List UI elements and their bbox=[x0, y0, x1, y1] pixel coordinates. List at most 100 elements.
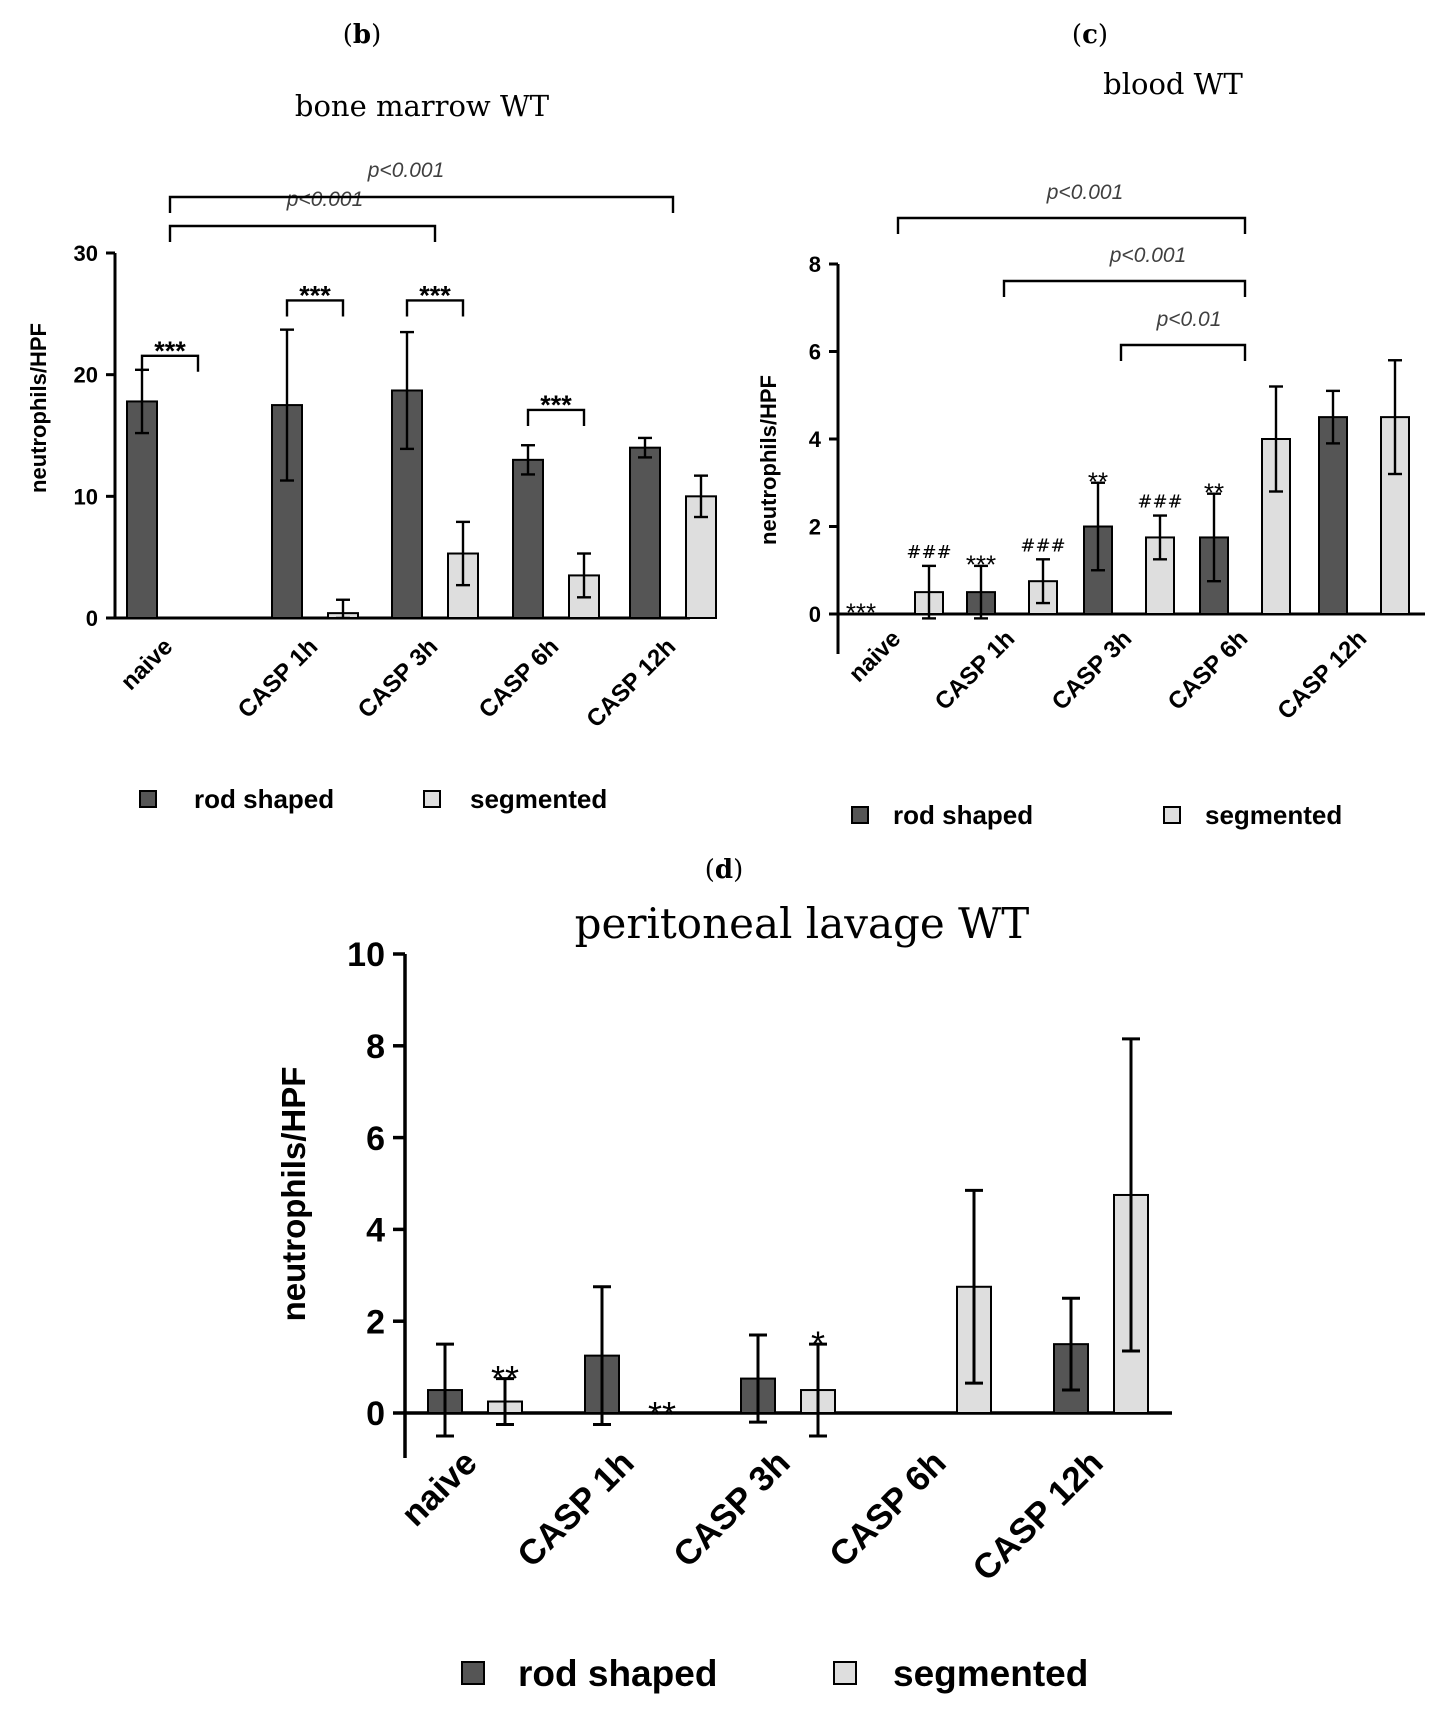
x-tick-label: CASP 1h bbox=[510, 1443, 642, 1575]
bars: *** ### *** ### ** ### ** bbox=[846, 359, 1410, 628]
chart-title: peritoneal lavage WT bbox=[575, 899, 1030, 948]
comparison-bracket bbox=[168, 195, 675, 213]
p-value-label: p<0.001 bbox=[286, 188, 364, 211]
y-axis: 0 10 20 30 bbox=[74, 241, 690, 631]
legend-swatch-rod-shaped bbox=[851, 806, 869, 824]
bar-rod-shaped bbox=[512, 458, 544, 620]
bars: ***** bbox=[427, 1037, 1149, 1438]
x-tick-label: naive bbox=[394, 1443, 485, 1534]
y-tick-label: 30 bbox=[74, 241, 98, 266]
y-axis-label: neutrophils/HPF bbox=[275, 1067, 312, 1322]
y-tick-label: 4 bbox=[809, 427, 822, 452]
y-tick-label: 2 bbox=[366, 1303, 385, 1341]
legend-label-segmented: segmented bbox=[1205, 800, 1342, 830]
x-tick-label: CASP 1h bbox=[233, 633, 323, 723]
star-mark: *** bbox=[419, 280, 451, 310]
hash-mark: ### bbox=[1137, 492, 1182, 513]
legend-label-segmented: segmented bbox=[893, 1653, 1088, 1694]
y-tick-label: 0 bbox=[86, 606, 98, 631]
legend-swatch-rod-shaped bbox=[461, 1661, 485, 1685]
legend: rod shaped segmented bbox=[851, 800, 1342, 830]
star-mark: *** bbox=[299, 280, 331, 310]
comparison-bracket bbox=[896, 216, 1247, 234]
bar-segmented bbox=[1145, 536, 1175, 615]
chart-title: blood WT bbox=[1103, 67, 1243, 101]
star-mark: ** bbox=[648, 1394, 676, 1435]
p-value-label: p<0.001 bbox=[367, 159, 445, 182]
legend-swatch-segmented bbox=[423, 790, 441, 808]
x-tick-labels: naive CASP 1h CASP 3h CASP 6h CASP 12h bbox=[116, 633, 681, 733]
panel-letter: (d) bbox=[705, 855, 744, 885]
x-tick-label: CASP 3h bbox=[666, 1443, 798, 1575]
legend-label-rod-shaped: rod shaped bbox=[518, 1653, 717, 1694]
x-tick-label: CASP 6h bbox=[822, 1443, 954, 1575]
x-tick-label: CASP 1h bbox=[930, 625, 1020, 715]
star-mark: ** bbox=[1088, 466, 1108, 496]
y-tick-label: 0 bbox=[366, 1395, 385, 1433]
y-tick-label: 0 bbox=[809, 602, 821, 627]
y-tick-label: 8 bbox=[366, 1028, 385, 1066]
comparison-bracket bbox=[168, 224, 437, 242]
comparison-brackets: p<0.001 p<0.001 p<0.01 bbox=[896, 181, 1247, 361]
y-tick-label: 8 bbox=[809, 252, 821, 277]
legend-swatch-segmented bbox=[833, 1661, 857, 1685]
star-mark: *** bbox=[966, 550, 996, 580]
legend-label-rod-shaped: rod shaped bbox=[194, 784, 334, 814]
pair-bracket bbox=[405, 299, 465, 317]
x-tick-label: CASP 3h bbox=[1047, 625, 1137, 715]
p-value-label: p<0.001 bbox=[1109, 244, 1187, 267]
hash-mark: ### bbox=[1020, 535, 1065, 556]
chart-title: bone marrow WT bbox=[295, 89, 550, 123]
bar-rod-shaped bbox=[629, 446, 661, 619]
bar-rod-shaped bbox=[1318, 416, 1348, 615]
legend-swatch-rod-shaped bbox=[139, 790, 157, 808]
comparison-bracket bbox=[1119, 343, 1247, 361]
hash-mark: ### bbox=[906, 542, 951, 563]
star-mark: *** bbox=[540, 390, 572, 420]
legend-swatch-segmented bbox=[1163, 806, 1181, 824]
y-tick-label: 20 bbox=[74, 363, 98, 388]
legend-label-segmented: segmented bbox=[470, 784, 607, 814]
x-tick-label: naive bbox=[116, 633, 178, 695]
panel-letter: (c) bbox=[1072, 20, 1108, 50]
star-mark: ** bbox=[1204, 477, 1224, 507]
bars: *** *** *** *** bbox=[126, 280, 717, 620]
y-axis-label: neutrophils/HPF bbox=[26, 323, 51, 493]
x-tick-label: CASP 12h bbox=[965, 1443, 1110, 1588]
y-axis: 0 2 4 6 8 10 bbox=[347, 936, 1172, 1458]
star-mark: *** bbox=[846, 598, 876, 628]
star-mark: *** bbox=[154, 336, 186, 366]
legend: rod shaped segmented bbox=[461, 1653, 1088, 1694]
x-tick-label: CASP 3h bbox=[353, 633, 443, 723]
x-tick-labels: naive CASP 1h CASP 3h CASP 6h CASP 12h bbox=[844, 625, 1372, 725]
legend-label-rod-shaped: rod shaped bbox=[893, 800, 1033, 830]
p-value-label: p<0.01 bbox=[1156, 308, 1222, 331]
panel-letter: (b) bbox=[343, 20, 382, 50]
star-mark: * bbox=[811, 1323, 825, 1364]
pair-bracket bbox=[285, 299, 345, 317]
p-value-label: p<0.001 bbox=[1046, 181, 1124, 204]
legend: rod shaped segmented bbox=[139, 784, 607, 814]
x-tick-labels: naive CASP 1h CASP 3h CASP 6h CASP 12h bbox=[394, 1443, 1111, 1588]
star-mark: ** bbox=[491, 1358, 519, 1399]
y-tick-label: 6 bbox=[366, 1120, 385, 1158]
pair-bracket bbox=[140, 354, 200, 372]
x-tick-label: CASP 12h bbox=[1272, 625, 1372, 725]
y-tick-label: 2 bbox=[809, 514, 821, 539]
x-tick-label: CASP 6h bbox=[1163, 625, 1253, 715]
pair-bracket bbox=[526, 408, 586, 426]
x-tick-label: CASP 12h bbox=[581, 633, 681, 733]
y-tick-label: 10 bbox=[347, 936, 385, 974]
y-tick-label: 10 bbox=[74, 484, 98, 509]
comparison-bracket bbox=[1002, 279, 1247, 297]
x-tick-label: CASP 6h bbox=[474, 633, 564, 723]
y-tick-label: 4 bbox=[366, 1212, 385, 1250]
y-tick-label: 6 bbox=[809, 339, 821, 364]
x-tick-label: naive bbox=[844, 625, 906, 687]
y-axis-label: neutrophils/HPF bbox=[756, 375, 781, 545]
